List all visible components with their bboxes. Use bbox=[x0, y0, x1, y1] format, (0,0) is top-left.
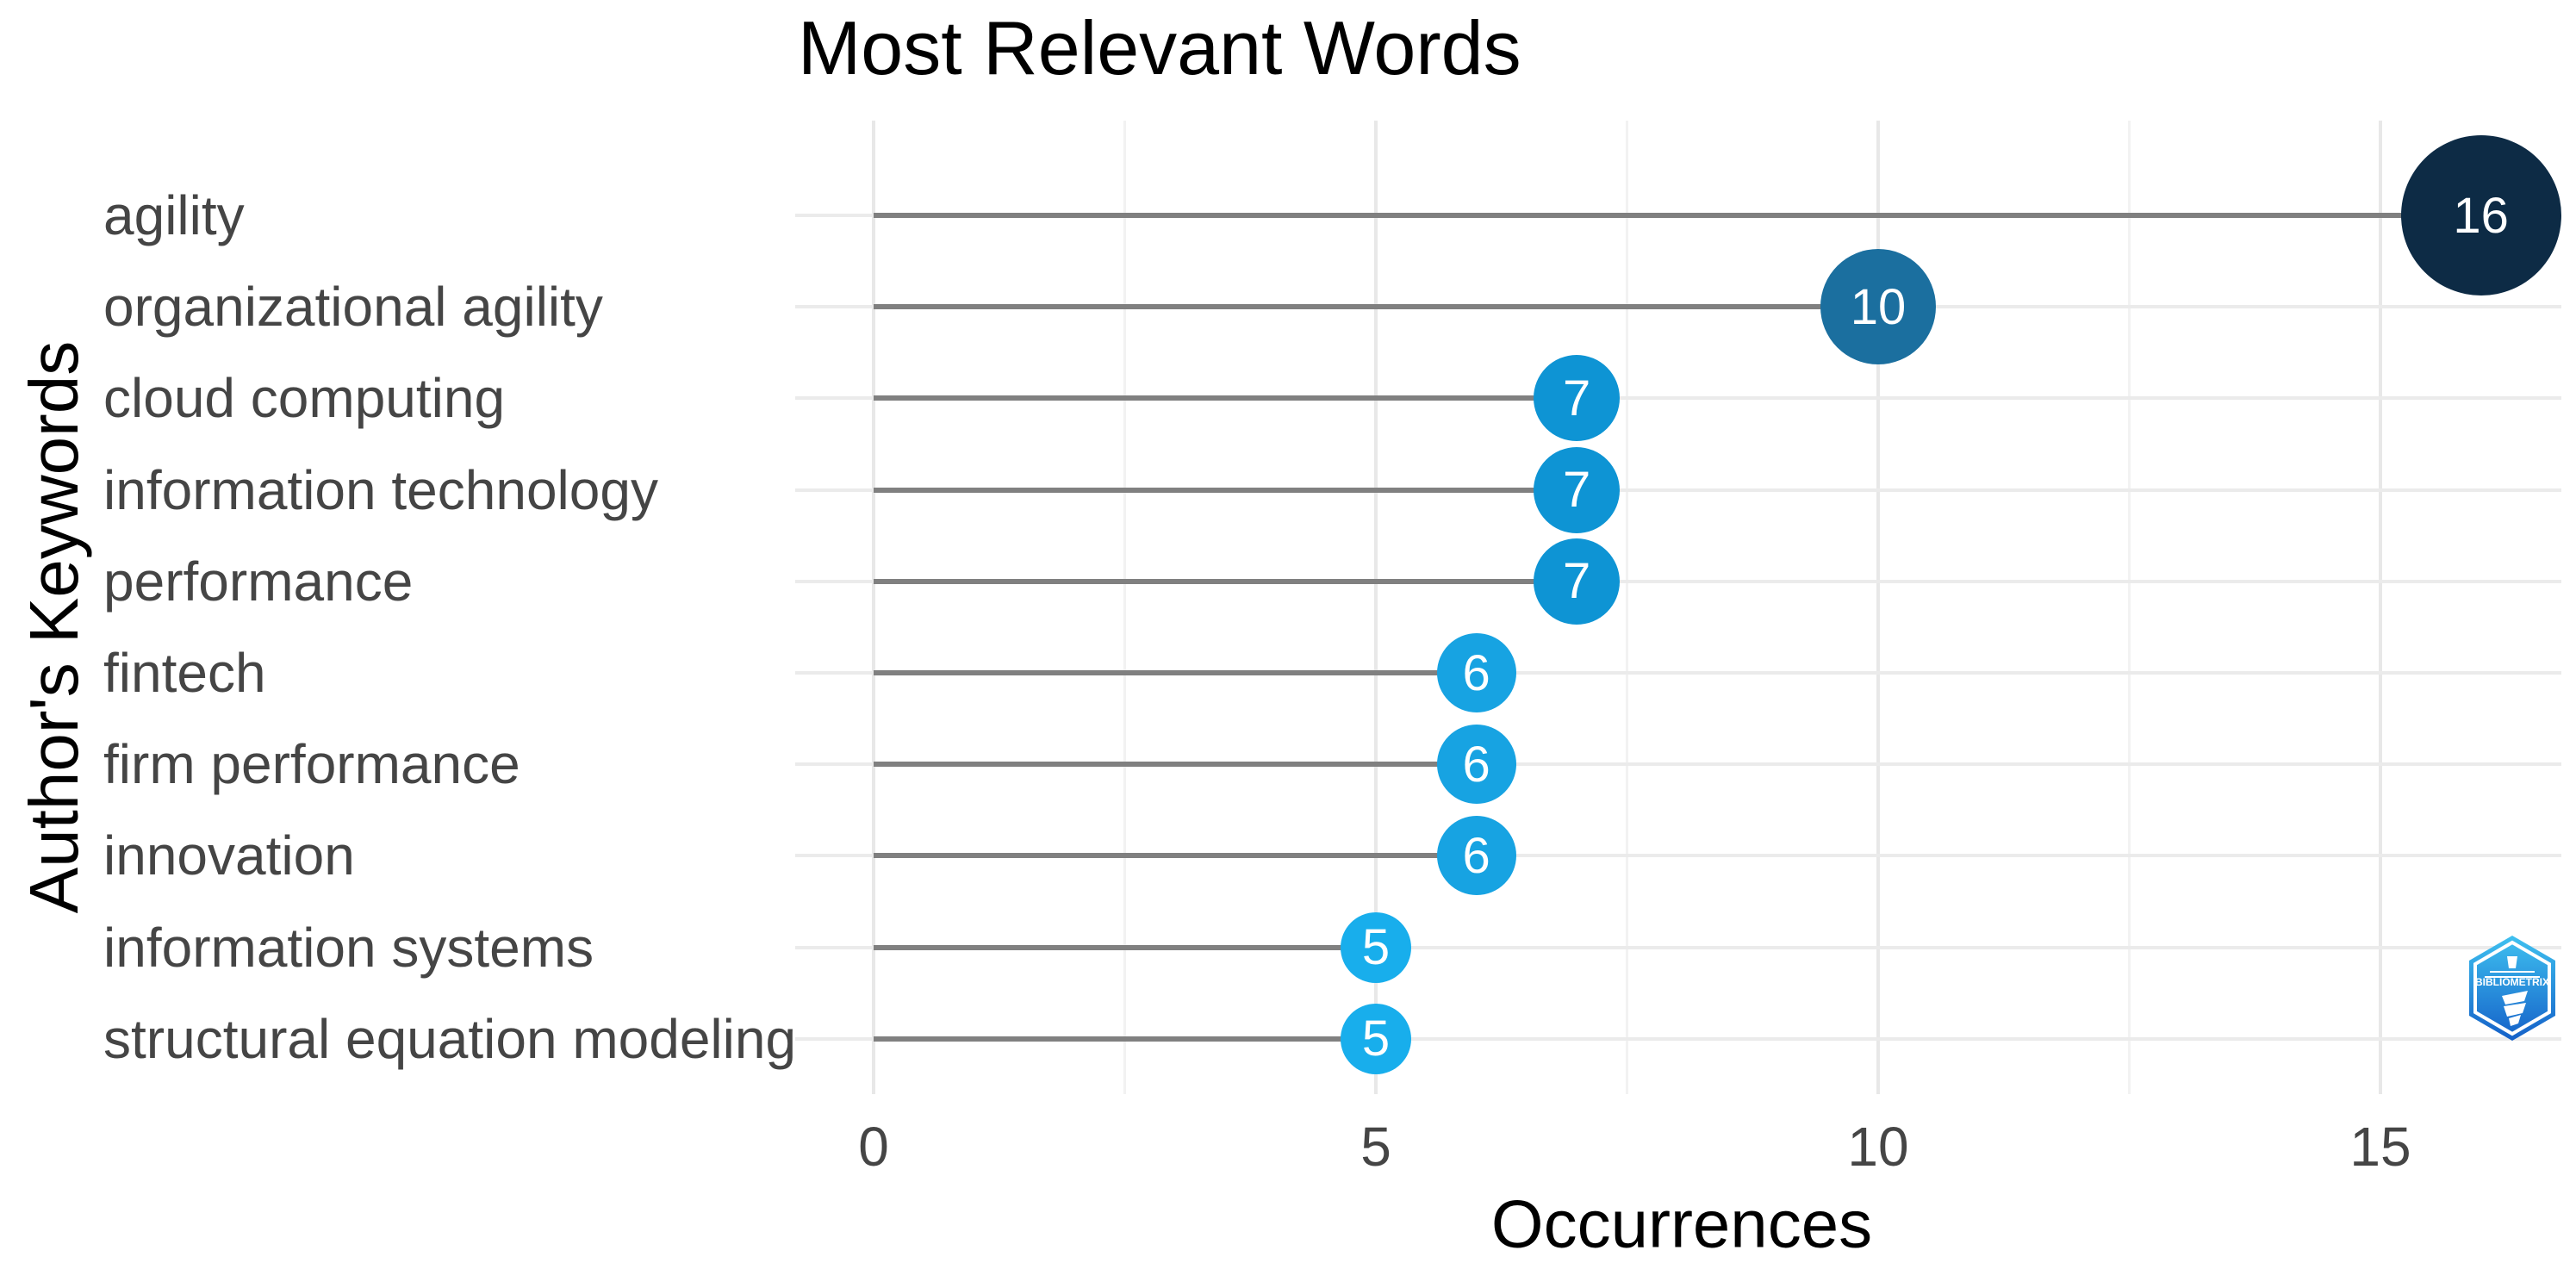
y-tick-label: firm performance bbox=[103, 733, 520, 796]
bubble-value-label: 7 bbox=[1563, 553, 1591, 610]
y-tick-label: cloud computing bbox=[103, 367, 506, 430]
x-tick-label: 10 bbox=[1847, 1116, 1909, 1178]
lollipop-stem bbox=[874, 487, 1577, 493]
x-major-gridline bbox=[1876, 121, 1880, 1094]
lollipop-stem bbox=[874, 670, 1477, 675]
data-bubble: 7 bbox=[1534, 355, 1621, 442]
y-tick-label: information technology bbox=[103, 458, 658, 521]
x-major-gridline bbox=[2379, 121, 2382, 1094]
y-axis-title: Author's Keywords bbox=[16, 340, 92, 914]
y-tick-label: performance bbox=[103, 550, 414, 613]
row-gridline bbox=[795, 762, 2561, 767]
plot-panel: 16 10 7 7 7 6 6 6 5 5 bbox=[795, 121, 2561, 1094]
y-tick-label: organizational agility bbox=[103, 276, 603, 339]
y-tick-label: innovation bbox=[103, 824, 355, 887]
bubble-value-label: 7 bbox=[1563, 370, 1591, 426]
row-gridline bbox=[795, 854, 2561, 858]
bubble-value-label: 6 bbox=[1462, 736, 1490, 793]
data-bubble: 5 bbox=[1341, 1003, 1411, 1074]
row-gridline bbox=[795, 579, 2561, 583]
x-minor-gridline bbox=[1626, 121, 1628, 1094]
chart-title: Most Relevant Words bbox=[798, 5, 1521, 90]
svg-text:BIBLIOMETRIX: BIBLIOMETRIX bbox=[2475, 976, 2549, 988]
data-bubble: 5 bbox=[1341, 911, 1411, 983]
data-bubble: 16 bbox=[2400, 135, 2561, 295]
data-bubble: 10 bbox=[1820, 249, 1936, 365]
y-tick-label: structural equation modeling bbox=[103, 1007, 797, 1070]
bubble-value-label: 10 bbox=[1850, 278, 1907, 335]
data-bubble: 6 bbox=[1436, 816, 1516, 896]
y-tick-label: agility bbox=[103, 184, 245, 246]
x-tick-label: 5 bbox=[1360, 1116, 1391, 1178]
lollipop-stem bbox=[874, 762, 1477, 768]
y-tick-label: fintech bbox=[103, 642, 266, 704]
lollipop-stem bbox=[874, 578, 1577, 584]
x-tick-label: 15 bbox=[2349, 1116, 2411, 1178]
row-gridline bbox=[795, 671, 2561, 675]
data-bubble: 6 bbox=[1436, 725, 1516, 805]
x-tick-label: 0 bbox=[858, 1116, 889, 1178]
bubble-value-label: 6 bbox=[1462, 827, 1490, 884]
lollipop-stem bbox=[874, 1036, 1376, 1042]
data-bubble: 7 bbox=[1534, 538, 1621, 625]
y-tick-label: information systems bbox=[103, 916, 594, 979]
bubble-value-label: 5 bbox=[1361, 919, 1391, 976]
x-minor-gridline bbox=[2128, 121, 2131, 1094]
x-major-gridline bbox=[872, 121, 875, 1094]
row-gridline bbox=[795, 945, 2561, 949]
x-major-gridline bbox=[1374, 121, 1378, 1094]
bubble-value-label: 6 bbox=[1462, 644, 1490, 701]
lollipop-stem bbox=[874, 853, 1477, 859]
bibliometrix-logo-icon: BIBLIOMETRIX bbox=[2469, 936, 2555, 1041]
data-bubble: 7 bbox=[1534, 446, 1621, 533]
row-gridline bbox=[795, 396, 2561, 401]
lollipop-stem bbox=[874, 944, 1376, 950]
bubble-value-label: 16 bbox=[2453, 187, 2509, 244]
x-axis-title: Occurrences bbox=[1490, 1185, 1873, 1262]
lollipop-stem bbox=[874, 304, 1878, 310]
row-gridline bbox=[795, 488, 2561, 492]
lollipop-stem bbox=[874, 395, 1577, 401]
row-gridline bbox=[795, 1036, 2561, 1041]
bubble-value-label: 5 bbox=[1361, 1011, 1391, 1067]
x-minor-gridline bbox=[1123, 121, 1126, 1094]
data-bubble: 6 bbox=[1436, 633, 1516, 712]
bubble-value-label: 7 bbox=[1563, 462, 1591, 519]
lollipop-stem bbox=[874, 213, 2481, 218]
